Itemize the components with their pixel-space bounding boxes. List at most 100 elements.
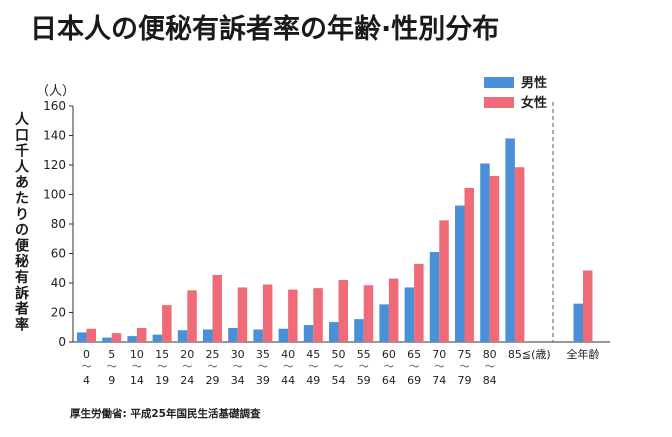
x-tick-label-start: 75 [458,348,472,361]
y-axis-label-char: 便 [15,237,30,254]
y-tick-label: 80 [51,217,66,231]
y-axis-label-char: 率 [15,316,29,333]
y-tick-label: 60 [51,247,66,261]
y-tick-label: 160 [43,99,66,113]
y-tick-label: 0 [58,335,66,349]
y-axis-label-char: あ [15,175,29,191]
bar-female [212,274,222,342]
bar-female [514,167,525,342]
bar-female [338,280,348,342]
x-tick-label-end: 54 [332,374,346,387]
bar-female [363,285,374,342]
x-tick-label-end: 84 [483,374,497,387]
x-tick-label-end: 74 [432,374,446,387]
chart-title: 日本人の便秘有訴者率の年齢·性別分布 [30,13,499,45]
bar-male [429,252,440,342]
x-tick-wave: 〜 [107,362,117,373]
bar-male [455,205,465,342]
y-axis-label-char: 訴 [15,285,29,302]
bar-male [329,322,339,342]
y-axis-unit: （人） [36,84,75,99]
bar-female [414,263,424,342]
x-tick-wave: 〜 [434,362,444,373]
x-tick-wave: 〜 [233,362,243,373]
x-tick-wave: 〜 [132,362,142,373]
bar-male [177,330,188,342]
source-note: 厚生労働省: 平成25年国民生活基礎調査 [70,407,261,420]
y-axis-label-char: 口 [15,128,29,144]
x-tick-label-end: 9 [108,374,115,387]
x-tick-label-start: 35 [256,348,270,361]
bar-female [86,328,96,342]
x-tick-label: 85≦(歳) [508,348,551,361]
bar-male [379,304,389,342]
bar-male [203,329,213,342]
x-tick-label-total: 全年齢 [567,347,600,361]
x-tick-wave: 〜 [334,362,344,373]
bar-female [162,305,172,342]
legend-label: 女性 [521,95,547,111]
x-tick-label-start: 0 [83,348,90,361]
bar-male [278,328,289,342]
y-axis-label-char: た [15,191,29,207]
y-axis-label-char: り [15,207,29,223]
x-tick-label-start: 10 [130,348,144,361]
x-tick-label-end: 49 [306,374,320,387]
x-tick-label-start: 70 [432,348,446,361]
x-tick-label-end: 69 [407,374,421,387]
x-tick-labels: 0〜45〜910〜1415〜1920〜2425〜2930〜3435〜3940〜4… [82,347,600,387]
x-tick-label-start: 55 [357,348,371,361]
bar-male [77,332,87,342]
bar-male [404,287,415,342]
y-axis-label-char: の [15,223,29,239]
bar-male [228,327,238,342]
x-tick-label-end: 44 [281,374,295,387]
x-tick-wave: 〜 [409,362,419,373]
bar-female [288,289,298,342]
legend-label: 男性 [521,75,547,91]
x-tick-wave: 〜 [157,362,167,373]
y-tick-label: 100 [43,188,66,202]
bar-male [505,138,515,342]
x-tick-wave: 〜 [258,362,268,373]
legend-swatch [484,77,514,88]
x-tick-label-start: 65 [407,348,421,361]
y-axis-label-char: 千 [15,143,29,160]
x-tick-wave: 〜 [182,362,192,373]
y-tick-label: 20 [51,306,66,320]
bar-male [303,325,314,342]
x-tick-label-end: 59 [357,374,371,387]
x-tick-label-end: 34 [231,374,245,387]
bar-male [127,336,137,342]
y-axis-label-char: 人 [15,111,30,128]
x-tick-wave: 〜 [460,362,470,373]
x-tick-label-end: 39 [256,374,270,387]
x-tick-label-start: 30 [231,348,245,361]
bars [77,138,593,342]
y-axis-label-char: 人 [15,158,30,175]
bar-total-female [583,270,593,342]
y-axis: 0 20 40 60 80 100 120 140 160 [43,99,610,349]
bar-male [253,329,263,342]
bar-female [313,288,323,342]
x-tick-wave: 〜 [283,362,293,373]
x-tick-wave: 〜 [308,362,318,373]
x-tick-label-start: 45 [306,348,320,361]
bar-female [464,187,474,342]
x-tick-label-end: 24 [180,374,194,387]
bar-total-male [573,303,583,342]
y-tick-label: 120 [43,158,66,172]
bar-female [439,220,449,342]
bar-female [388,278,399,342]
x-tick-wave: 〜 [384,362,394,373]
bar-male [102,337,112,342]
x-tick-wave: 〜 [359,362,369,373]
x-tick-label-start: 25 [206,348,220,361]
x-tick-label-start: 40 [281,348,295,361]
x-tick-label-end: 29 [206,374,220,387]
y-tick-label: 140 [43,129,66,143]
x-tick-label-start: 50 [332,348,346,361]
y-axis-label-char: 有 [15,269,29,286]
